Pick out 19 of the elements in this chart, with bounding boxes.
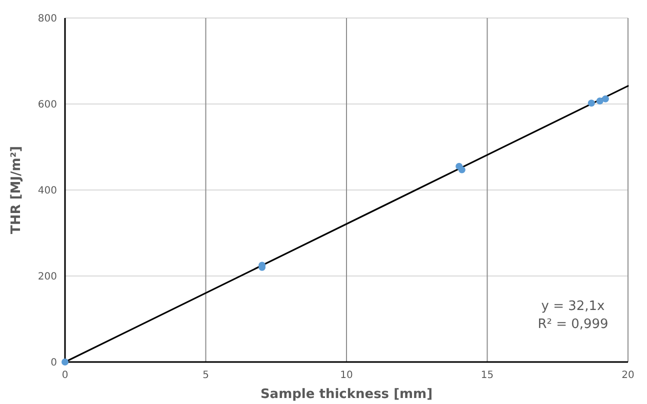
point: [596, 97, 604, 104]
y-axis-title: THR [MJ/m²]: [9, 146, 24, 234]
x-tick-label: 10: [340, 370, 353, 381]
y-tick-label: 0: [50, 358, 57, 368]
x-tick-label: 20: [622, 370, 634, 381]
point: [62, 358, 68, 366]
y-tick-label: 600: [38, 100, 57, 110]
x-tick-label: 0: [62, 370, 68, 381]
x-tick-label: 15: [480, 370, 494, 381]
point: [458, 166, 466, 174]
y-tick-label: 800: [38, 14, 57, 24]
y-tick-label: 400: [38, 186, 57, 196]
annotation: y = 32,1x: [541, 299, 606, 314]
point: [588, 100, 595, 107]
x-tick-label: 5: [202, 370, 209, 381]
x-axis-title: Sample thickness [mm]: [260, 387, 433, 402]
y-tick-label: 200: [38, 272, 57, 282]
point: [602, 95, 609, 102]
annotation: R² = 0,999: [538, 317, 608, 332]
